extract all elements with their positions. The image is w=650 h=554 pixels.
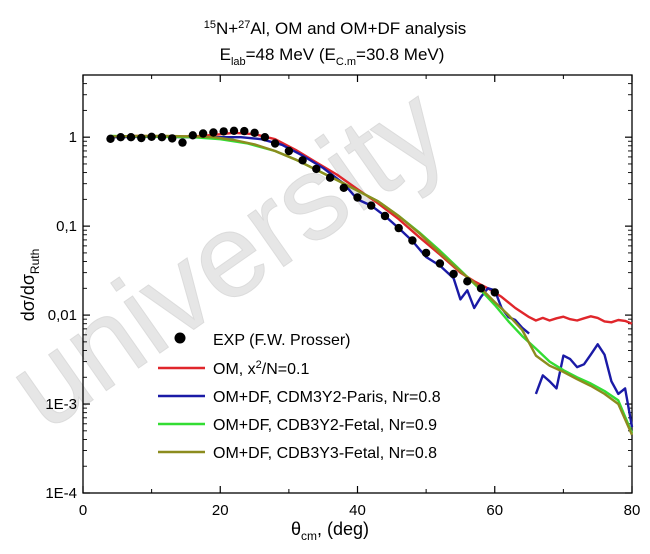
exp-point-9 [198, 129, 208, 138]
exp-point-13 [240, 126, 249, 136]
exp-point-28 [435, 259, 445, 268]
legend-label-cdm3y2-paris: OM+DF, CDM3Y2-Paris, Nr=0.8 [213, 389, 441, 406]
title-cm-sub: C.m [336, 56, 356, 68]
y-tick-label-2: 0,01 [48, 307, 77, 324]
x-tick-label-2: 40 [349, 502, 366, 519]
exp-point-20 [325, 173, 335, 182]
title-energy: =48 MeV (E [246, 45, 336, 64]
exp-point-16 [270, 139, 280, 148]
svg-text:15N+27Al, OM and OM+DF analys: 15N+27Al, OM and OM+DF analysis [204, 19, 467, 38]
exp-point-31 [476, 284, 486, 293]
exp-point-6 [168, 134, 177, 143]
x-axis-label-sub: cm [301, 529, 317, 543]
legend-label-om-sup: 2 [256, 359, 262, 371]
legend-label-om-tail: /N=0.1 [262, 361, 310, 378]
exp-point-29 [449, 269, 458, 279]
title-cm-energy: =30.8 MeV) [356, 45, 444, 64]
title-element-a: N+ [216, 19, 238, 38]
exp-points [106, 126, 499, 297]
x-axis-label: θcm, (deg) [291, 519, 369, 543]
exp-point-18 [298, 156, 307, 165]
exp-point-14 [250, 128, 259, 137]
exp-point-4 [147, 132, 156, 141]
exp-point-3 [137, 133, 146, 143]
axis-ticks: 0 20 40 60 80 1 0,1 0,01 1E-3 1E-4 [45, 74, 641, 519]
title-e: E [220, 45, 231, 64]
exp-point-22 [353, 193, 362, 202]
exp-point-7 [178, 138, 187, 147]
y-tick-label-3: 1E-3 [45, 396, 77, 413]
chart-title: 15N+27Al, OM and OM+DF analysis Elab=48 … [204, 19, 467, 68]
exp-point-0 [106, 134, 115, 143]
title-mass-a: 15 [204, 19, 216, 31]
exp-point-19 [312, 164, 321, 174]
title-element-b: Al, OM and OM+DF analysis [250, 19, 466, 38]
exp-point-24 [380, 211, 390, 221]
x-axis-label-theta: θ [291, 519, 301, 539]
x-tick-label-3: 60 [486, 502, 503, 519]
y-tick-label-4: 1E-4 [45, 485, 77, 502]
exp-point-15 [260, 133, 270, 142]
legend-label-cdb3y3-fetal: OM+DF, CDB3Y3-Fetal, Nr=0.8 [213, 445, 437, 462]
x-tick-label-1: 20 [212, 502, 229, 519]
exp-point-8 [188, 131, 197, 140]
exp-point-2 [126, 133, 136, 142]
exp-point-32 [490, 288, 499, 297]
x-tick-label-0: 0 [79, 502, 87, 519]
legend-label-exp: EXP (F.W. Prosser) [213, 332, 351, 349]
exp-point-10 [209, 128, 218, 137]
exp-point-23 [367, 201, 376, 210]
svg-text:Elab=48 MeV (EC.m=30.8 MeV): Elab=48 MeV (EC.m=30.8 MeV) [220, 45, 445, 68]
series-line-4 [110, 134, 634, 436]
y-axis-label-sub: Ruth [28, 249, 42, 274]
title-lab-sub: lab [231, 56, 246, 68]
x-axis-label-rest: , (deg) [317, 519, 369, 539]
y-axis-label-main: dσ/dσ [18, 274, 38, 321]
exp-point-27 [421, 248, 431, 258]
exp-point-1 [116, 133, 125, 142]
title-mass-b: 27 [238, 19, 250, 31]
legend-marker-exp [174, 332, 186, 344]
y-axis-label: dσ/dσRuth [18, 249, 42, 322]
exp-point-5 [157, 133, 167, 142]
exp-point-25 [394, 223, 403, 233]
exp-point-30 [463, 277, 472, 286]
exp-point-11 [219, 127, 228, 136]
x-tick-label-4: 80 [624, 502, 641, 519]
exp-point-26 [408, 236, 417, 245]
series-line-2 [534, 343, 634, 428]
y-tick-label-0: 1 [69, 129, 77, 146]
legend-label-om-text: OM, x [213, 361, 256, 378]
exp-point-12 [229, 126, 239, 135]
legend-label-om: OM, x2/N=0.1 [213, 359, 309, 378]
legend: EXP (F.W. Prosser) OM, x2/N=0.1 OM+DF, C… [158, 332, 441, 462]
y-tick-label-1: 0,1 [56, 218, 77, 235]
exp-point-21 [339, 183, 348, 192]
exp-point-17 [284, 146, 294, 156]
legend-label-cdb3y2-fetal: OM+DF, CDB3Y2-Fetal, Nr=0.9 [213, 417, 437, 434]
